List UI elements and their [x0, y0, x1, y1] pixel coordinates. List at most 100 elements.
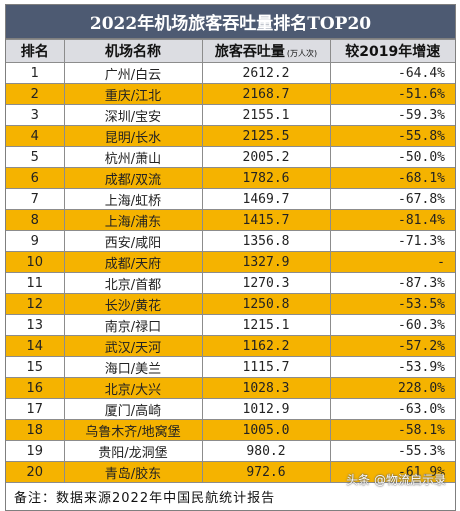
- cell-rank: 6: [6, 167, 65, 189]
- cell-airport: 北京/大兴: [63, 377, 203, 399]
- table-row: 9 西安/咸阳 1356.8 -71.3%: [6, 230, 455, 252]
- airport-ranking-table-frame: 2022年机场旅客吞吐量排名TOP20 排名 机场名称 旅客吞吐量 (万人次) 较…: [5, 4, 456, 511]
- cell-rank: 13: [6, 314, 65, 336]
- table-row: 4 昆明/长水 2125.5 -55.8%: [6, 125, 455, 147]
- cell-airport: 上海/浦东: [63, 209, 203, 231]
- header-rank: 排名: [6, 39, 65, 63]
- table-row: 3 深圳/宝安 2155.1 -59.3%: [6, 104, 455, 126]
- table-row: 16 北京/大兴 1028.3 228.0%: [6, 377, 455, 399]
- cell-airport: 深圳/宝安: [63, 104, 203, 126]
- cell-rank: 12: [6, 293, 65, 315]
- cell-growth: -57.2%: [329, 335, 455, 357]
- cell-growth: -59.3%: [329, 104, 455, 126]
- header-growth: 较2019年增速: [329, 39, 455, 63]
- cell-throughput: 1415.7: [201, 209, 331, 231]
- table-row: 2 重庆/江北 2168.7 -51.6%: [6, 83, 455, 105]
- header-unit: (万人次): [286, 49, 318, 58]
- cell-growth: -53.9%: [329, 356, 455, 378]
- cell-rank: 4: [6, 125, 65, 147]
- cell-growth: -: [329, 251, 455, 273]
- cell-throughput: 1115.7: [201, 356, 331, 378]
- cell-airport: 青岛/胶东: [63, 461, 203, 482]
- cell-rank: 15: [6, 356, 65, 378]
- table-row: 20 青岛/胶东 972.6 -61.9%: [6, 461, 455, 482]
- table-row: 1 广州/白云 2612.2 -64.4%: [6, 62, 455, 84]
- header-throughput: 旅客吞吐量 (万人次): [201, 39, 331, 63]
- cell-throughput: 2612.2: [201, 62, 331, 84]
- cell-rank: 16: [6, 377, 65, 399]
- cell-growth: -71.3%: [329, 230, 455, 252]
- cell-rank: 7: [6, 188, 65, 210]
- cell-airport: 广州/白云: [63, 62, 203, 84]
- cell-airport: 乌鲁木齐/地窝堡: [63, 419, 203, 441]
- cell-rank: 19: [6, 440, 65, 462]
- cell-rank: 18: [6, 419, 65, 441]
- cell-airport: 杭州/萧山: [63, 146, 203, 168]
- cell-growth: -58.1%: [329, 419, 455, 441]
- cell-throughput: 1028.3: [201, 377, 331, 399]
- cell-rank: 2: [6, 83, 65, 105]
- cell-airport: 重庆/江北: [63, 83, 203, 105]
- cell-growth: -67.8%: [329, 188, 455, 210]
- cell-throughput: 1215.1: [201, 314, 331, 336]
- cell-growth: -81.4%: [329, 209, 455, 231]
- table-row: 11 北京/首都 1270.3 -87.3%: [6, 272, 455, 294]
- cell-airport: 南京/禄口: [63, 314, 203, 336]
- table-row: 6 成都/双流 1782.6 -68.1%: [6, 167, 455, 189]
- watermark: 头条 @物流启示录: [346, 473, 446, 487]
- ranking-table: 排名 机场名称 旅客吞吐量 (万人次) 较2019年增速 1 广州/白云 2612.2…: [6, 39, 455, 482]
- cell-growth: -60.3%: [329, 314, 455, 336]
- cell-airport: 成都/双流: [63, 167, 203, 189]
- cell-throughput: 1162.2: [201, 335, 331, 357]
- cell-rank: 14: [6, 335, 65, 357]
- cell-throughput: 1250.8: [201, 293, 331, 315]
- cell-throughput: 2125.5: [201, 125, 331, 147]
- header-throughput-label: 旅客吞吐量: [214, 44, 285, 60]
- table-row: 14 武汉/天河 1162.2 -57.2%: [6, 335, 455, 357]
- cell-throughput: 2168.7: [201, 83, 331, 105]
- cell-rank: 17: [6, 398, 65, 420]
- table-row: 18 乌鲁木齐/地窝堡 1005.0 -58.1%: [6, 419, 455, 441]
- table-row: 5 杭州/萧山 2005.2 -50.0%: [6, 146, 455, 168]
- cell-rank: 9: [6, 230, 65, 252]
- cell-throughput: 1012.9: [201, 398, 331, 420]
- cell-throughput: 972.6: [201, 461, 331, 482]
- cell-throughput: 2005.2: [201, 146, 331, 168]
- cell-airport: 长沙/黄花: [63, 293, 203, 315]
- cell-growth: -61.9%: [329, 461, 455, 482]
- cell-growth: -64.4%: [329, 62, 455, 84]
- cell-throughput: 2155.1: [201, 104, 331, 126]
- cell-rank: 8: [6, 209, 65, 231]
- cell-throughput: 1469.7: [201, 188, 331, 210]
- cell-throughput: 1356.8: [201, 230, 331, 252]
- cell-rank: 11: [6, 272, 65, 294]
- cell-throughput: 1327.9: [201, 251, 331, 273]
- cell-airport: 西安/咸阳: [63, 230, 203, 252]
- table-row: 19 贵阳/龙洞堡 980.2 -55.3%: [6, 440, 455, 462]
- cell-rank: 10: [6, 251, 65, 273]
- table-row: 7 上海/虹桥 1469.7 -67.8%: [6, 188, 455, 210]
- cell-rank: 20: [6, 461, 65, 482]
- cell-airport: 北京/首都: [63, 272, 203, 294]
- cell-throughput: 1782.6: [201, 167, 331, 189]
- cell-growth: -63.0%: [329, 398, 455, 420]
- cell-growth: -87.3%: [329, 272, 455, 294]
- cell-throughput: 980.2: [201, 440, 331, 462]
- cell-throughput: 1270.3: [201, 272, 331, 294]
- cell-airport: 厦门/高崎: [63, 398, 203, 420]
- table-row: 17 厦门/高崎 1012.9 -63.0%: [6, 398, 455, 420]
- cell-growth: -55.8%: [329, 125, 455, 147]
- cell-airport: 上海/虹桥: [63, 188, 203, 210]
- cell-airport: 昆明/长水: [63, 125, 203, 147]
- table-row: 8 上海/浦东 1415.7 -81.4%: [6, 209, 455, 231]
- table-row: 12 长沙/黄花 1250.8 -53.5%: [6, 293, 455, 315]
- cell-rank: 3: [6, 104, 65, 126]
- cell-throughput: 1005.0: [201, 419, 331, 441]
- cell-growth: 228.0%: [329, 377, 455, 399]
- cell-growth: -55.3%: [329, 440, 455, 462]
- cell-growth: -50.0%: [329, 146, 455, 168]
- cell-airport: 海口/美兰: [63, 356, 203, 378]
- cell-rank: 1: [6, 62, 65, 84]
- cell-airport: 贵阳/龙洞堡: [63, 440, 203, 462]
- header-airport: 机场名称: [63, 39, 203, 63]
